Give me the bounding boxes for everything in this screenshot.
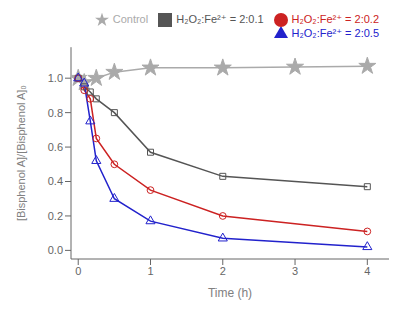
svg-text:0.2: 0.2 [48,210,63,222]
svg-text:0.4: 0.4 [48,175,63,187]
svg-text:[Bisphenol A]/[Bisphenol A]₀: [Bisphenol A]/[Bisphenol A]₀ [15,85,27,221]
html-text:H₂O₂:Fe²⁺ = 2:0.1: H₂O₂:Fe²⁺ = 2:0.1 [176,13,264,25]
html-text:H₂O₂:Fe²⁺ = 2:0.2: H₂O₂:Fe²⁺ = 2:0.2 [291,13,379,25]
svg-text:0: 0 [75,265,81,277]
svg-text:0.6: 0.6 [48,141,63,153]
html-text:Control: Control [112,13,149,25]
html-text:H₂O₂:Fe²⁺ = 2:0.5: H₂O₂:Fe²⁺ = 2:0.5 [291,27,379,40]
svg-text:3: 3 [292,265,298,277]
svg-text:1: 1 [147,265,153,277]
svg-text:0.8: 0.8 [48,107,63,119]
svg-text:1.0: 1.0 [48,72,63,84]
svg-text:0.0: 0.0 [48,244,63,256]
svg-text:4: 4 [364,265,370,277]
svg-text:2: 2 [220,265,226,277]
svg-text:Time (h): Time (h) [208,286,252,300]
